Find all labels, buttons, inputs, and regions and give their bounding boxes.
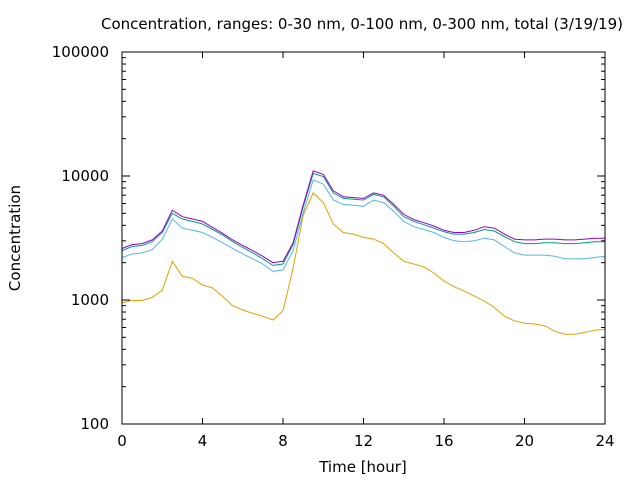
series-line-2: [121, 179, 606, 272]
x-tick-label: 16: [434, 432, 453, 450]
x-tick-label: 8: [278, 432, 288, 450]
x-tick-label: 4: [198, 432, 208, 450]
series-line-3: [121, 172, 605, 266]
series-line-1: [121, 192, 606, 335]
y-tick-label: 100000: [52, 43, 109, 61]
series-line-4: [121, 170, 605, 264]
plot-frame: [121, 51, 606, 425]
y-axis-label: Concentration: [6, 185, 24, 291]
x-tick-label: 12: [354, 432, 373, 450]
y-tick-label: 1000: [71, 291, 109, 309]
chart-title: Concentration, ranges: 0-30 nm, 0-100 nm…: [101, 15, 623, 33]
x-axis: 0 4 8 12 16 20 24: [117, 52, 615, 450]
y-axis: 100 1000 10000 100000: [52, 43, 605, 433]
series-layer: [121, 170, 606, 335]
x-tick-label: 0: [117, 432, 127, 450]
x-tick-label: 20: [515, 432, 534, 450]
x-axis-label: Time [hour]: [318, 458, 407, 476]
y-tick-label: 100: [80, 415, 109, 433]
x-tick-label: 24: [595, 432, 614, 450]
y-tick-label: 10000: [61, 167, 109, 185]
